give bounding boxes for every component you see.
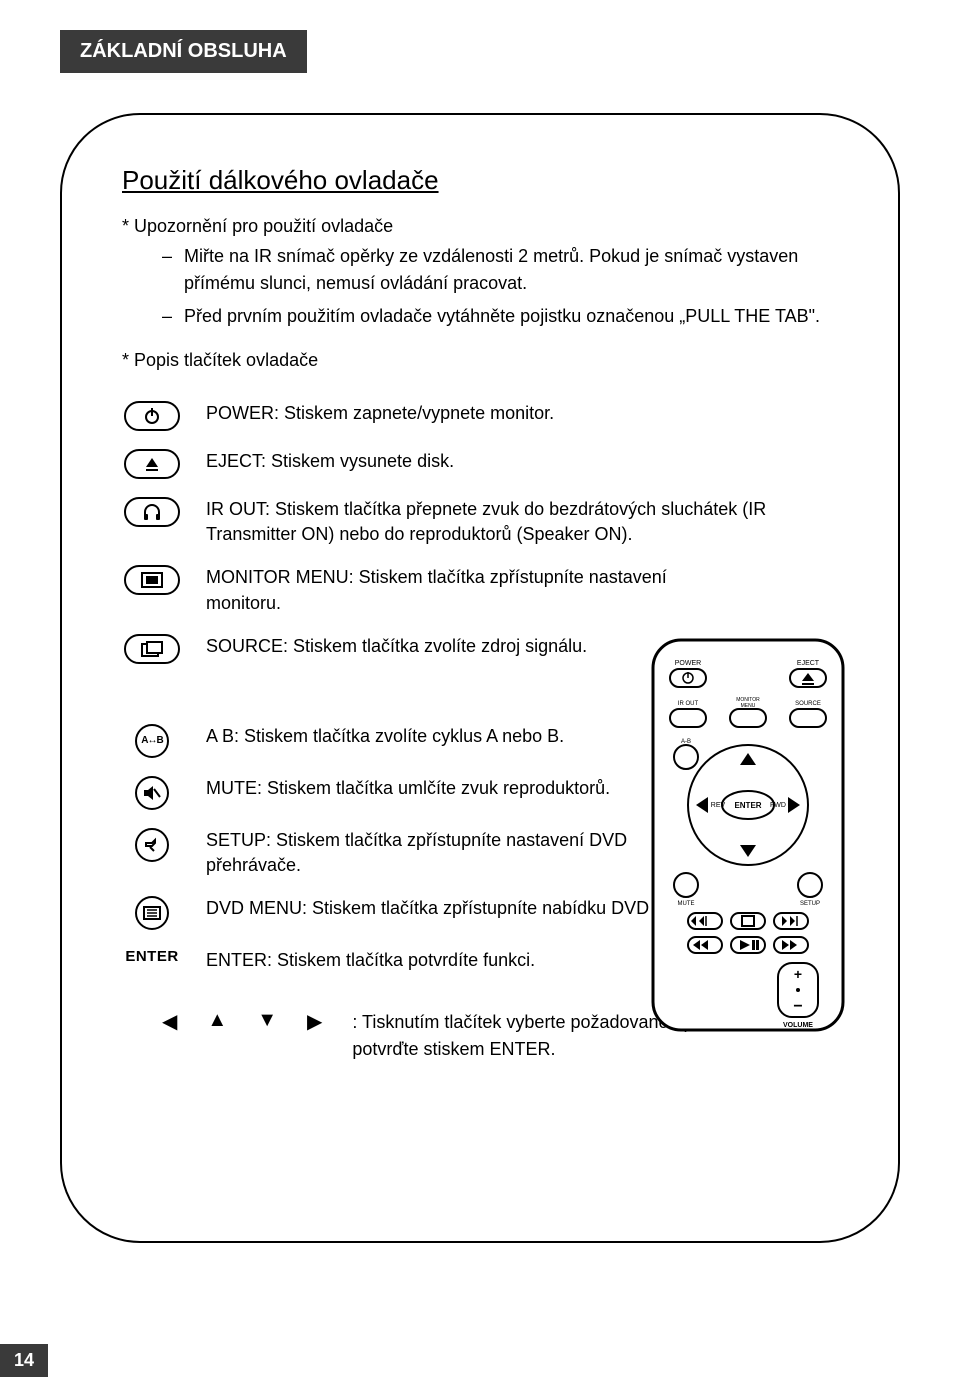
eject-icon [122, 449, 182, 479]
button-desc: EJECT: Stiskem vysunete disk. [206, 449, 454, 474]
arrow-left-icon: ◀ [162, 1009, 177, 1034]
button-desc: DVD MENU: Stiskem tlačítka zpřístupníte … [206, 896, 701, 921]
ab-icon: A↔B [122, 724, 182, 758]
section-title: Použití dálkového ovladače [122, 165, 848, 196]
content-panel: Použití dálkového ovladače * Upozornění … [60, 113, 900, 1243]
button-row-eject: EJECT: Stiskem vysunete disk. [122, 449, 848, 479]
button-desc: SOURCE: Stiskem tlačítka zvolíte zdroj s… [206, 634, 587, 659]
power-icon [122, 401, 182, 431]
svg-text:ENTER: ENTER [734, 801, 761, 810]
svg-text:FWD: FWD [770, 802, 786, 809]
button-desc: A B: Stiskem tlačítka zvolíte cyklus A n… [206, 724, 564, 749]
svg-text:EJECT: EJECT [797, 660, 820, 667]
button-row-monitor: MONITOR MENU: Stiskem tlačítka zpřístupn… [122, 565, 848, 615]
svg-text:MUTE: MUTE [678, 901, 695, 907]
source-icon [122, 634, 182, 664]
button-desc: IR OUT: Stiskem tlačítka přepnete zvuk d… [206, 497, 848, 547]
button-row-irout: IR OUT: Stiskem tlačítka přepnete zvuk d… [122, 497, 848, 547]
page-number: 14 [0, 1344, 48, 1377]
mute-icon [122, 776, 182, 810]
svg-text:VOLUME: VOLUME [783, 1022, 813, 1029]
svg-text:−: − [793, 998, 802, 1015]
dvd-menu-icon [122, 896, 182, 930]
notes-block: Miřte na IR snímač opěrky ze vzdálenosti… [122, 243, 848, 330]
arrow-down-icon: ▼ [257, 1009, 277, 1034]
arrow-right-icon: ▶ [307, 1009, 322, 1034]
enter-label-icon: ENTER [122, 948, 182, 965]
note-line: Miřte na IR snímač opěrky ze vzdálenosti… [162, 243, 848, 297]
headphones-icon [122, 497, 182, 527]
arrow-glyphs: ◀ ▲ ▼ ▶ [162, 1009, 322, 1034]
section-header: ZÁKLADNÍ OBSLUHA [60, 30, 307, 73]
note-line: Před prvním použitím ovladače vytáhněte … [162, 303, 848, 330]
svg-text:SETUP: SETUP [800, 901, 820, 907]
button-desc: ENTER: Stiskem tlačítka potvrdíte funkci… [206, 948, 535, 973]
arrow-up-icon: ▲ [207, 1009, 227, 1034]
monitor-menu-icon [122, 565, 182, 595]
buttons-heading: * Popis tlačítek ovladače [122, 350, 848, 371]
button-desc: SETUP: Stiskem tlačítka zpřístupníte nas… [206, 828, 706, 878]
remote-illustration: POWER EJECT IR OUT MONITOR MENU SOURCE A… [648, 635, 848, 1035]
svg-text:SOURCE: SOURCE [795, 701, 821, 707]
button-desc: MUTE: Stiskem tlačítka umlčíte zvuk repr… [206, 776, 610, 801]
svg-text:+: + [794, 966, 802, 982]
notice-heading: * Upozornění pro použití ovladače [122, 216, 848, 237]
button-row-power: POWER: Stiskem zapnete/vypnete monitor. [122, 401, 848, 431]
svg-text:IR OUT: IR OUT [678, 701, 699, 707]
svg-text:POWER: POWER [675, 660, 701, 667]
button-desc: POWER: Stiskem zapnete/vypnete monitor. [206, 401, 554, 426]
setup-icon [122, 828, 182, 862]
button-desc: MONITOR MENU: Stiskem tlačítka zpřístupn… [206, 565, 706, 615]
svg-text:REV: REV [711, 802, 726, 809]
